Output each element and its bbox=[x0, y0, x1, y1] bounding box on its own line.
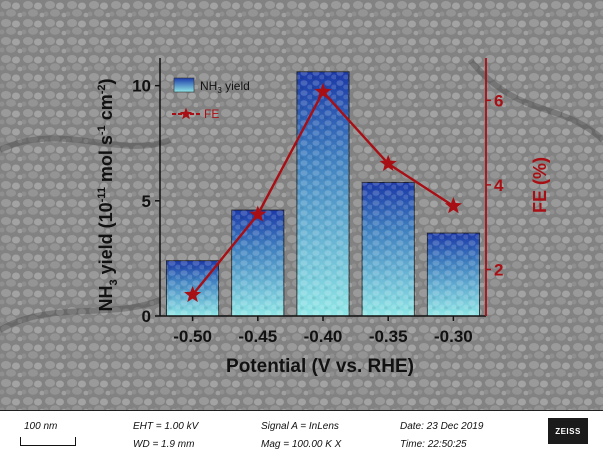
legend-fe-star bbox=[179, 107, 193, 120]
x-tick-label: -0.45 bbox=[238, 327, 277, 346]
bar-texture--0.45 bbox=[231, 210, 284, 316]
legend: NH3 yield FE bbox=[172, 77, 250, 121]
fe-point--0.45 bbox=[249, 205, 267, 222]
sem-info-bar: 100 nm EHT = 1.00 kV WD = 1.9 mm Signal … bbox=[0, 410, 603, 458]
fe-point--0.50 bbox=[184, 285, 202, 303]
scale-bar bbox=[20, 437, 76, 446]
wd-value: WD = 1.9 mm bbox=[133, 439, 195, 450]
y-left-tick-label: 0 bbox=[142, 307, 151, 326]
y-right-tick-label: 2 bbox=[494, 260, 503, 279]
zeiss-logo: ZEISS bbox=[548, 418, 588, 444]
fe-point--0.35 bbox=[379, 154, 397, 172]
y-axis-right-title: FE (%) bbox=[530, 157, 550, 213]
y-right-tick-label: 4 bbox=[494, 176, 504, 195]
y-left-tick-label: 5 bbox=[142, 192, 151, 211]
y-right-tick-label: 6 bbox=[494, 91, 503, 110]
x-tick-label: -0.40 bbox=[304, 327, 343, 346]
legend-label-fe: FE bbox=[204, 107, 219, 121]
eht-value: EHT = 1.00 kV bbox=[133, 421, 199, 432]
sem-crack bbox=[0, 58, 603, 333]
x-tick-label: -0.35 bbox=[369, 327, 408, 346]
time-value: Time: 22:50:25 bbox=[400, 439, 467, 450]
bar-texture--0.40 bbox=[296, 71, 350, 316]
plot-area bbox=[166, 71, 480, 317]
legend-bar-swatch bbox=[173, 77, 195, 93]
mag-value: Mag = 100.00 K X bbox=[261, 439, 342, 450]
scale-bar-label: 100 nm bbox=[24, 421, 58, 432]
x-tick-label: -0.30 bbox=[434, 327, 473, 346]
x-tick-label: -0.50 bbox=[173, 327, 212, 346]
fe-point--0.30 bbox=[444, 197, 462, 214]
fe-point--0.40 bbox=[314, 82, 332, 100]
y-left-tick-label: 10 bbox=[132, 77, 151, 96]
bar-texture--0.30 bbox=[427, 233, 480, 316]
signal-value: Signal A = InLens bbox=[261, 421, 339, 432]
bar-texture--0.35 bbox=[362, 182, 415, 316]
date-value: Date: 23 Dec 2019 bbox=[400, 421, 484, 432]
x-axis-title: Potential (V vs. RHE) bbox=[226, 356, 414, 377]
legend-label-nh3-yield: NH3 yield bbox=[200, 79, 250, 95]
